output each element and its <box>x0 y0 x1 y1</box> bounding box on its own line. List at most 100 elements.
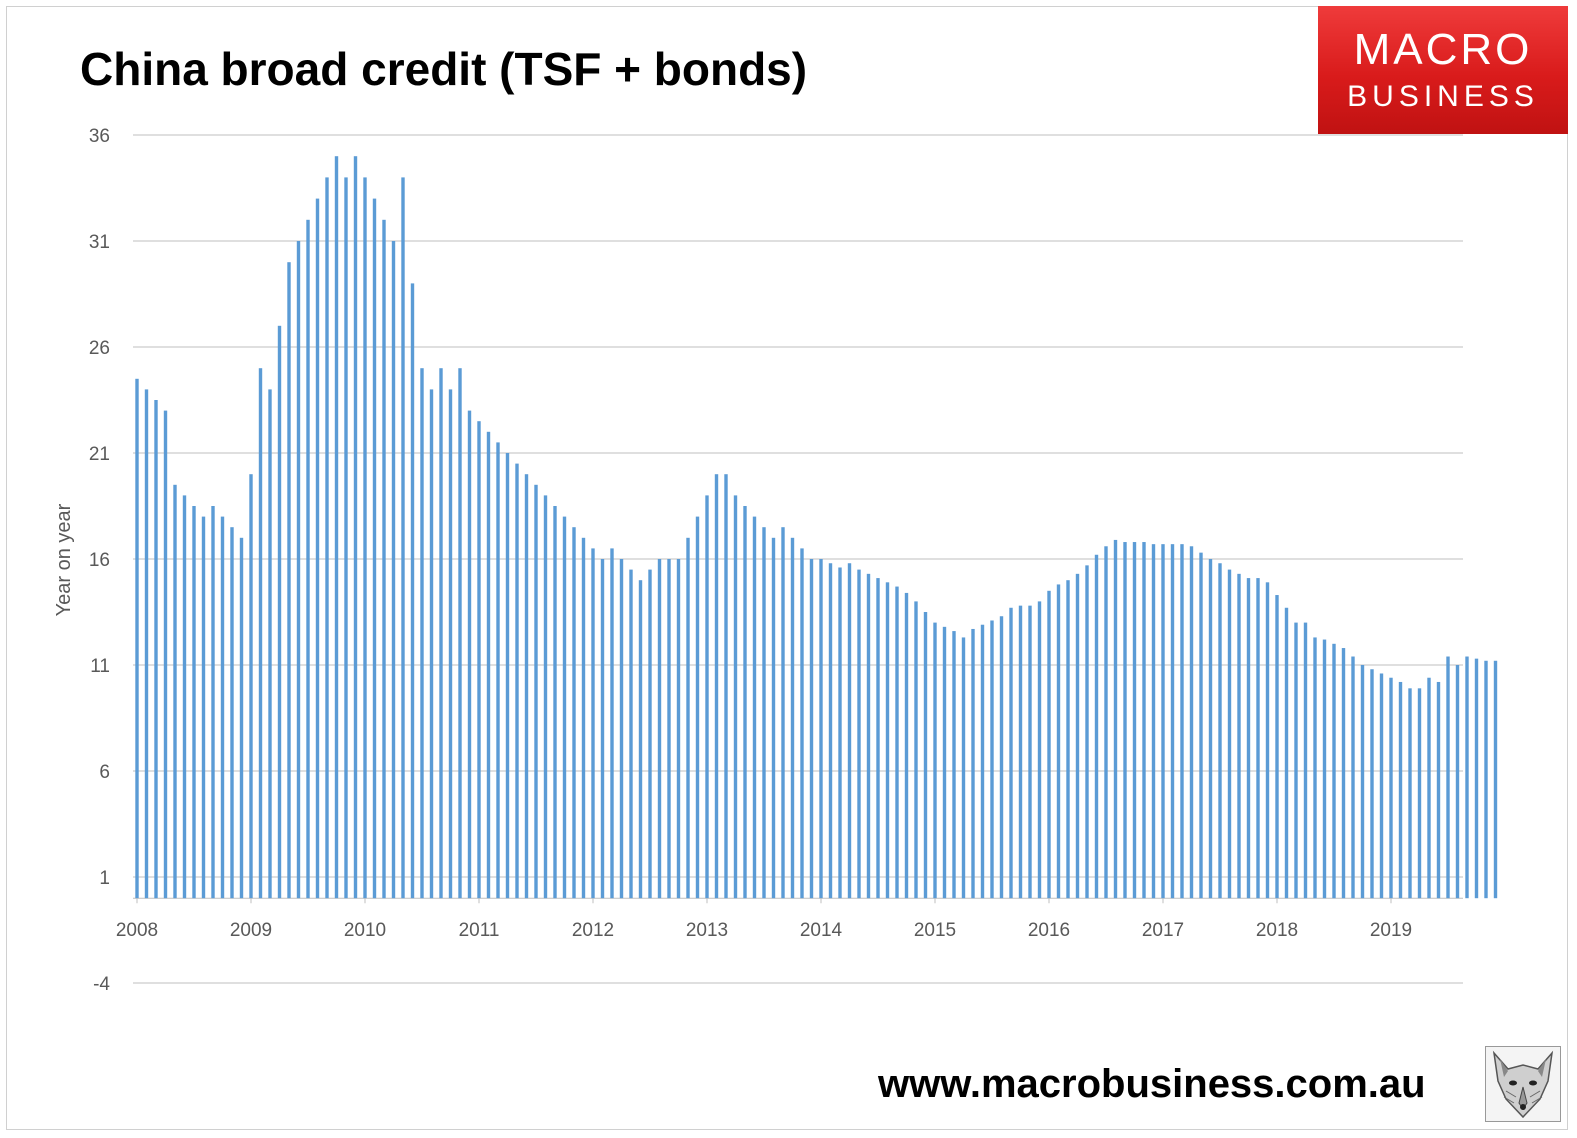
bar <box>363 177 367 899</box>
bar <box>1446 656 1450 899</box>
bar <box>866 573 871 899</box>
bar <box>1132 542 1137 899</box>
bar <box>1227 569 1232 899</box>
bar <box>1474 658 1479 899</box>
bar <box>923 612 928 899</box>
bar <box>610 548 614 899</box>
bar <box>315 198 320 899</box>
y-tick-label: 1 <box>99 868 110 889</box>
bar <box>1275 595 1279 899</box>
bar <box>743 506 747 899</box>
bar <box>857 569 861 899</box>
bar <box>847 563 852 899</box>
bar <box>496 442 500 899</box>
bar <box>1379 673 1384 899</box>
x-tick-label: 2011 <box>459 920 500 941</box>
bar <box>144 389 149 899</box>
y-tick-label: 31 <box>89 232 110 253</box>
bar <box>1142 542 1146 899</box>
bar <box>629 569 633 899</box>
bar <box>173 484 177 899</box>
bar <box>458 368 462 899</box>
bar <box>477 421 481 899</box>
bar <box>876 578 880 899</box>
bar <box>1332 643 1336 899</box>
bar <box>1104 546 1108 899</box>
bar <box>1237 573 1241 899</box>
bar <box>581 537 586 899</box>
bar <box>391 241 396 899</box>
bar <box>1208 559 1213 899</box>
chart-frame <box>6 6 1568 1130</box>
bar <box>296 241 301 899</box>
bar <box>1341 648 1346 899</box>
bar <box>1028 605 1032 899</box>
bar <box>648 569 652 899</box>
bar <box>762 527 766 899</box>
bar <box>1389 677 1393 899</box>
bar <box>1056 584 1061 899</box>
bar <box>534 484 538 899</box>
bar <box>1322 639 1327 899</box>
bar <box>230 527 234 899</box>
logo-text-business: BUSINESS <box>1347 80 1539 113</box>
bar <box>705 495 709 899</box>
x-tick-label: 2018 <box>1256 920 1298 941</box>
x-tick-label: 2019 <box>1370 920 1412 941</box>
x-tick-label: 2015 <box>914 920 956 941</box>
bar <box>1351 656 1355 899</box>
bar <box>562 516 567 899</box>
logo-text-macro: MACRO <box>1353 25 1533 74</box>
bar <box>667 559 671 899</box>
y-tick-label: 16 <box>89 550 110 571</box>
x-tick-label: 2009 <box>230 920 272 941</box>
bar <box>904 592 909 899</box>
bar <box>1455 665 1460 899</box>
bar <box>999 616 1004 899</box>
bar <box>439 368 443 899</box>
bar <box>1246 578 1251 899</box>
bar <box>1009 607 1013 899</box>
y-tick-label: 21 <box>89 444 110 465</box>
bar <box>733 495 738 899</box>
bar <box>952 631 956 899</box>
bar <box>429 389 434 899</box>
bar <box>410 283 415 899</box>
bar <box>828 563 833 899</box>
bar <box>239 537 244 899</box>
x-tick-label: 2016 <box>1028 920 1070 941</box>
bar <box>1294 622 1298 899</box>
x-tick-label: 2017 <box>1142 920 1184 941</box>
bar <box>1075 573 1080 899</box>
bar <box>1427 677 1431 899</box>
bar <box>572 527 576 899</box>
bar <box>249 474 253 899</box>
bar <box>1189 546 1194 899</box>
bar <box>420 368 424 899</box>
bar <box>1066 580 1070 899</box>
bar <box>1037 601 1042 899</box>
bar <box>1265 582 1270 899</box>
x-axis-ticks: 2008 2009 2010 2011 2012 2013 2014 2015 2016 2017… <box>116 898 1412 941</box>
bar <box>771 537 776 899</box>
x-tick-label: 2012 <box>572 920 614 941</box>
bar <box>1465 656 1469 899</box>
bar <box>1484 660 1488 899</box>
bar <box>819 559 823 899</box>
x-tick-label: 2008 <box>116 920 158 941</box>
bar <box>1313 637 1317 899</box>
bar <box>790 537 795 899</box>
bar <box>382 219 386 899</box>
bar <box>591 548 595 899</box>
bar <box>211 506 215 899</box>
bar <box>515 463 519 899</box>
bar <box>1094 554 1099 899</box>
bar <box>676 559 681 899</box>
bar <box>220 516 225 899</box>
bar <box>961 637 966 899</box>
y-tick-label: -4 <box>93 974 110 995</box>
bar <box>1180 544 1184 899</box>
x-tick-label: 2010 <box>344 920 386 941</box>
bar <box>895 586 899 899</box>
bar <box>344 177 348 899</box>
